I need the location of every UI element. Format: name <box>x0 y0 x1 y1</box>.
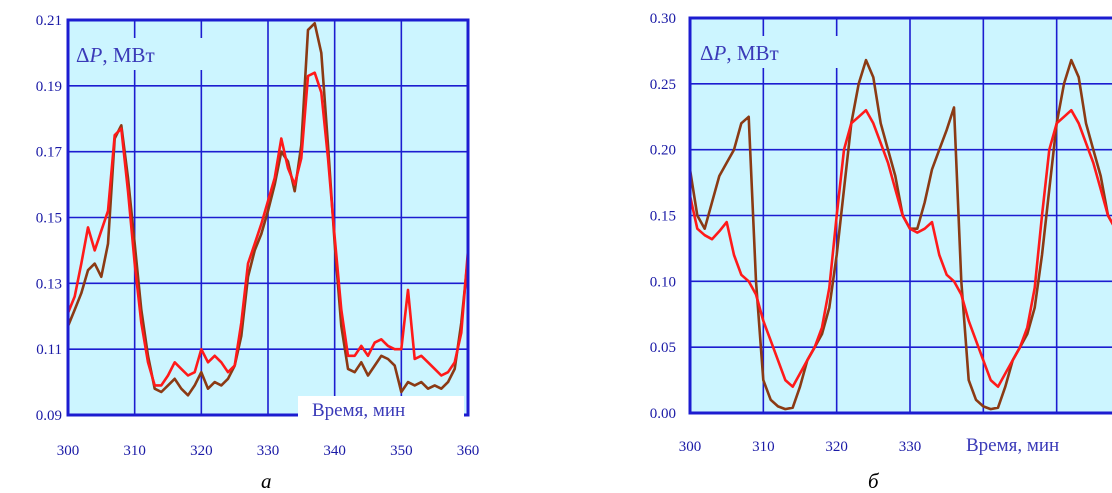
chart-b-caption: б <box>868 469 880 493</box>
chart-b-y-label: ΔP, МВт <box>700 41 779 65</box>
chart-b-frame <box>688 16 1112 415</box>
chart-a-y-label-var: P <box>89 43 103 67</box>
chart-b-x-tick-label-1: 310 <box>752 439 775 455</box>
chart-a-y-label-prefix: Δ <box>76 43 90 67</box>
chart-b-ylabel-bg <box>698 36 858 68</box>
chart-b-y-ticks: 0.00 0.05 0.10 0.15 0.20 0.25 0.30 <box>650 11 676 422</box>
chart-b-x-tick-label-2: 320 <box>825 439 848 455</box>
chart-a-x-label: Время, мин <box>312 400 405 421</box>
chart-b-x-ticks: 300 310 320 330 <box>679 439 922 455</box>
chart-a-x-tick-label-2: 320 <box>190 443 213 459</box>
chart-a-x-tick-label-5: 350 <box>390 443 413 459</box>
chart-b-x-tick-label-0: 300 <box>679 439 702 455</box>
chart-a-series-line-0 <box>68 21 468 397</box>
chart-a-x-tick-label-1: 310 <box>123 443 146 459</box>
chart-b-y-label-var: P <box>713 41 727 65</box>
chart-b-y-tick-label-0: 0.00 <box>650 406 676 422</box>
chart-b-y-label-prefix: Δ <box>700 41 714 65</box>
chart-b-y-tick-label-1: 0.05 <box>650 340 676 356</box>
chart-b-y-tick-label-3: 0.15 <box>650 209 676 225</box>
chart-b-x-tick-label-3: 330 <box>899 439 922 455</box>
chart-b-y-tick-label-4: 0.20 <box>650 143 676 159</box>
chart-a-y-label: ΔP, МВт <box>76 43 155 67</box>
chart-a-x-ticks: 300 310 320 330 340 350 360 <box>57 443 480 459</box>
chart-a-y-tick-label-2: 0.13 <box>36 276 62 292</box>
chart-a-ylabel-bg <box>74 38 234 70</box>
chart-b-y-label-unit: , МВт <box>726 41 778 65</box>
chart-a: 0.09 0.11 0.13 0.15 0.17 0.19 0.21 300 310 320 33… <box>36 13 480 493</box>
chart-a-x-tick-label-6: 360 <box>457 443 480 459</box>
chart-a-y-tick-label-6: 0.21 <box>36 13 62 29</box>
chart-a-y-tick-label-4: 0.17 <box>36 145 63 161</box>
chart-a-x-tick-label-4: 340 <box>323 443 346 459</box>
chart-a-x-tick-label-0: 300 <box>57 443 80 459</box>
chart-a-y-tick-label-1: 0.11 <box>36 342 62 358</box>
chart-a-y-label-unit: , МВт <box>102 43 154 67</box>
chart-b-series <box>690 58 1112 411</box>
chart-a-frame <box>66 18 470 417</box>
chart-a-series-line-1 <box>68 71 468 387</box>
chart-a-y-tick-label-5: 0.19 <box>36 79 62 95</box>
chart-a-y-tick-label-3: 0.15 <box>36 211 62 227</box>
chart-b-series-line-1 <box>690 108 1112 389</box>
chart-a-caption: а <box>261 469 272 493</box>
chart-a-xlabel-bg <box>298 396 464 422</box>
chart-b-y-tick-label-5: 0.25 <box>650 77 676 93</box>
chart-b-x-label: Время, мин <box>966 435 1059 456</box>
chart-a-y-tick-label-0: 0.09 <box>36 408 62 424</box>
chart-b-y-tick-label-6: 0.30 <box>650 11 676 27</box>
chart-b: 0.00 0.05 0.10 0.15 0.20 0.25 0.30 300 310 320 33… <box>650 11 1112 493</box>
chart-a-y-ticks: 0.09 0.11 0.13 0.15 0.17 0.19 0.21 <box>36 13 63 424</box>
chart-b-y-tick-label-2: 0.10 <box>650 274 676 290</box>
chart-a-series <box>68 21 468 397</box>
chart-a-x-tick-label-3: 330 <box>257 443 280 459</box>
